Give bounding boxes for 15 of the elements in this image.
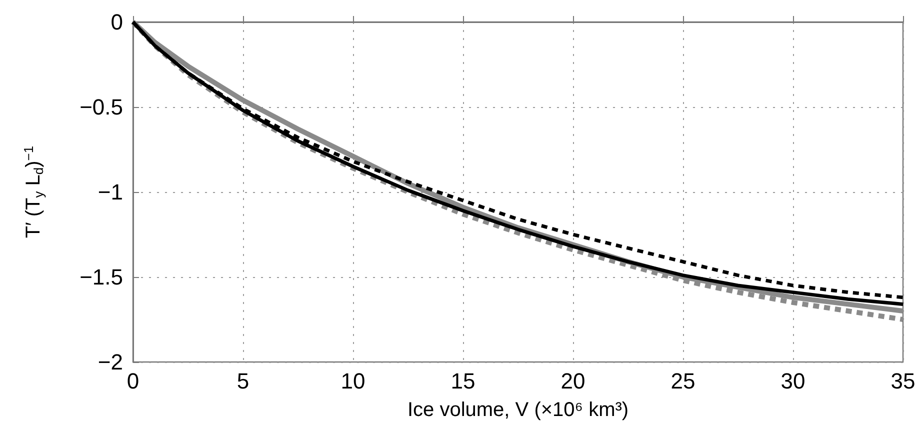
y-tick-label: −1	[98, 180, 123, 204]
x-tick-label: 20	[560, 368, 586, 394]
y-tick-label: −1.5	[80, 264, 123, 290]
y-tick-label: −2	[98, 350, 123, 374]
x-tick-label: 25	[670, 368, 696, 394]
y-tick-label: −0.5	[80, 94, 123, 120]
y-axis-title: T′ (Ty Ld)−1	[21, 146, 46, 238]
y-tick-label: 0	[110, 10, 123, 34]
x-tick-label: 10	[340, 368, 366, 394]
x-tick-label: 15	[450, 368, 476, 394]
x-tick-label: 35	[890, 368, 916, 394]
x-tick-label: 5	[236, 368, 250, 394]
x-tick-label: 30	[780, 368, 806, 394]
x-tick-label: 0	[126, 368, 140, 394]
x-axis-title: Ice volume, V (×10⁶ km³)	[407, 399, 629, 421]
